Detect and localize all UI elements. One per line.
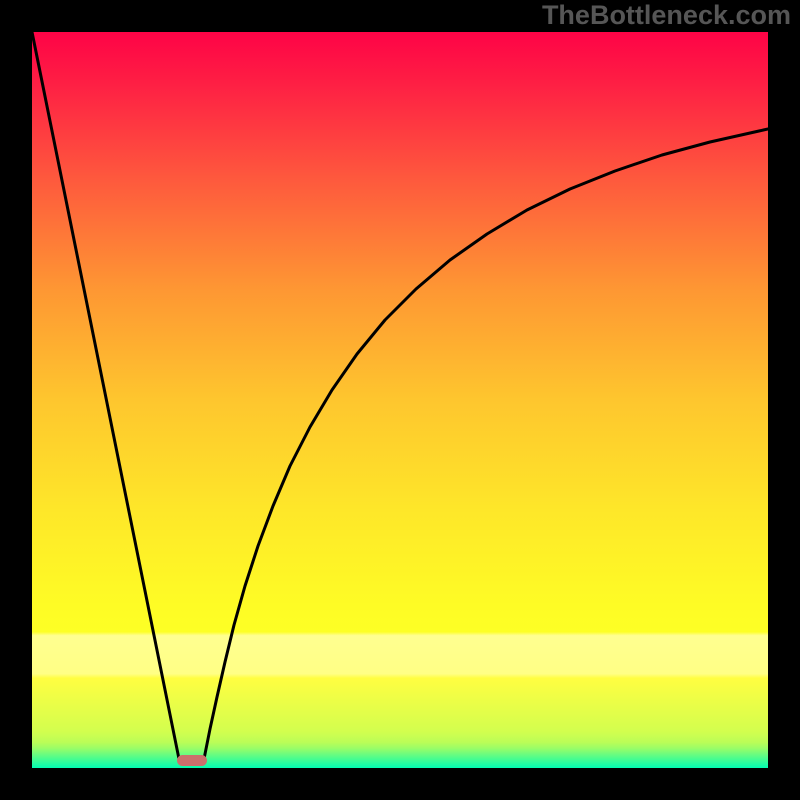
curve-left-segment: [32, 32, 179, 759]
plot-area: [32, 32, 768, 768]
bottleneck-marker: [177, 755, 207, 766]
watermark-text: TheBottleneck.com: [542, 0, 791, 31]
curve-layer: [32, 32, 768, 768]
curve-right-segment: [204, 129, 768, 759]
chart-container: TheBottleneck.com: [0, 0, 800, 800]
